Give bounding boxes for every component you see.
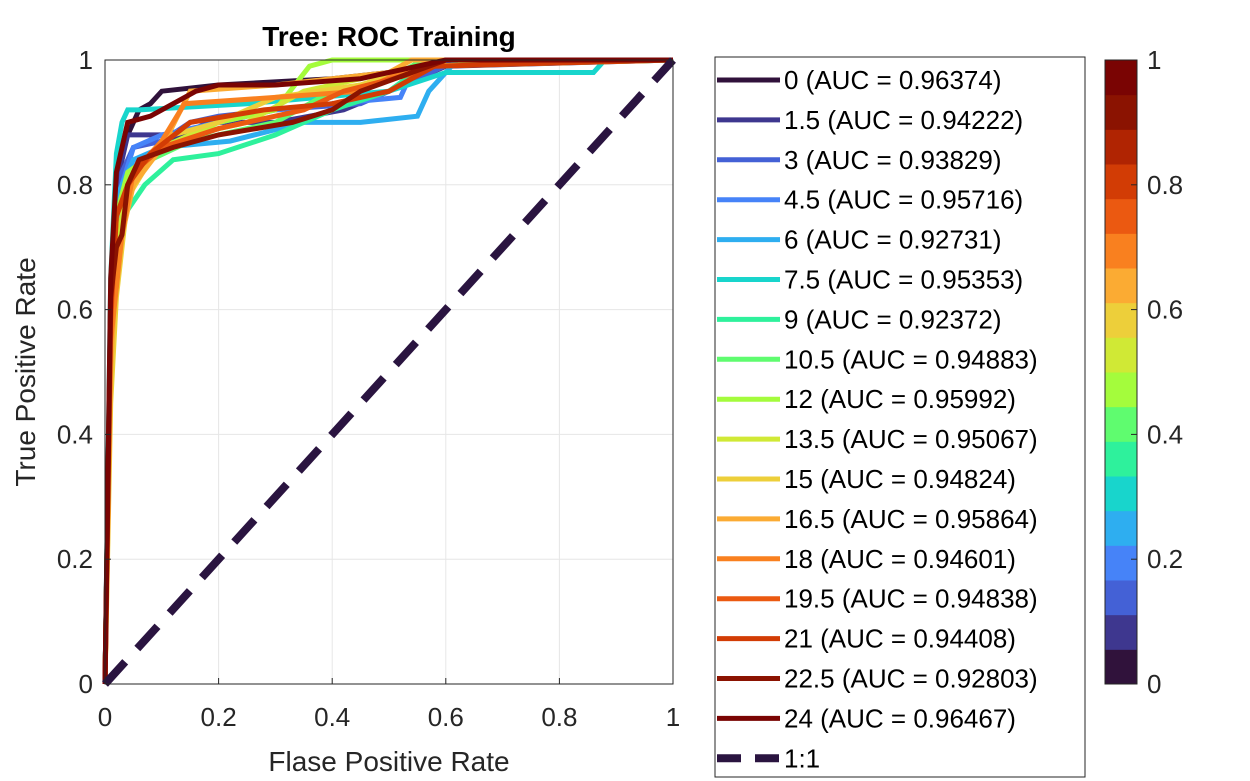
colorbar-cell-10 bbox=[1105, 302, 1137, 338]
legend-label-6: 9 (AUC = 0.92372) bbox=[784, 304, 1002, 334]
legend-label-14: 21 (AUC = 0.94408) bbox=[784, 624, 1016, 654]
legend-label-4: 6 (AUC = 0.92731) bbox=[784, 225, 1002, 255]
axes-box bbox=[104, 59, 674, 685]
y-tick-label: 0.4 bbox=[57, 419, 93, 449]
grid-lines bbox=[104, 59, 674, 685]
x-tick-label: 1 bbox=[666, 702, 680, 732]
colorbar-cell-9 bbox=[1105, 337, 1137, 373]
colorbar: 0 0.2 0.4 0.6 0.8 1 bbox=[1104, 45, 1183, 699]
colorbar-tick-label: 0 bbox=[1147, 669, 1161, 699]
colorbar-tick-label: 0.2 bbox=[1147, 544, 1183, 574]
x-tick-label: 0.8 bbox=[541, 702, 577, 732]
legend-label-12: 18 (AUC = 0.94601) bbox=[784, 544, 1016, 574]
colorbar-cell-2 bbox=[1105, 580, 1137, 616]
legend-label-5: 7.5 (AUC = 0.95353) bbox=[784, 265, 1023, 295]
legend-label-16: 24 (AUC = 0.96467) bbox=[784, 703, 1016, 733]
x-tick-label: 0 bbox=[98, 702, 112, 732]
plot-area: 0 0.2 0.4 0.6 0.8 1 0 0.2 0.4 0.6 0.8 1 bbox=[57, 45, 680, 732]
colorbar-cell-13 bbox=[1105, 198, 1137, 234]
x-tick-label: 0.4 bbox=[314, 702, 350, 732]
series-layer bbox=[102, 57, 676, 687]
y-tick-label: 0.8 bbox=[57, 170, 93, 200]
x-tick-label: 0.2 bbox=[201, 702, 237, 732]
legend-label-9: 13.5 (AUC = 0.95067) bbox=[784, 424, 1038, 454]
legend-label-13: 19.5 (AUC = 0.94838) bbox=[784, 584, 1038, 614]
legend-label-1: 1.5 (AUC = 0.94222) bbox=[784, 105, 1023, 135]
colorbar-cell-15 bbox=[1105, 129, 1137, 165]
chart-title: Tree: ROC Training bbox=[262, 21, 516, 52]
colorbar-tick-label: 0.8 bbox=[1147, 170, 1183, 200]
colorbar-cell-14 bbox=[1105, 164, 1137, 200]
legend-label-7: 10.5 (AUC = 0.94883) bbox=[784, 344, 1038, 374]
colorbar-cell-3 bbox=[1105, 545, 1137, 581]
axes-frame bbox=[104, 59, 674, 685]
x-axis-label: Flase Positive Rate bbox=[268, 746, 509, 777]
colorbar-tick-label: 0.4 bbox=[1147, 419, 1183, 449]
x-tick-labels: 0 0.2 0.4 0.6 0.8 1 bbox=[98, 702, 680, 732]
x-tick-label: 0.6 bbox=[428, 702, 464, 732]
colorbar-tick-label: 1 bbox=[1147, 45, 1161, 75]
colorbar-cell-0 bbox=[1105, 649, 1137, 685]
legend: 0 (AUC = 0.96374) 1.5 (AUC = 0.94222) 3 (A… bbox=[714, 56, 1086, 778]
y-tick-label: 0.6 bbox=[57, 295, 93, 325]
colorbar-cell-11 bbox=[1105, 268, 1137, 304]
colorbar-cell-16 bbox=[1105, 94, 1137, 130]
colorbar-frame bbox=[1104, 59, 1138, 685]
legend-label-11: 16.5 (AUC = 0.95864) bbox=[784, 504, 1038, 534]
legend-label-10: 15 (AUC = 0.94824) bbox=[784, 464, 1016, 494]
colorbar-cell-12 bbox=[1105, 233, 1137, 269]
colorbar-cell-4 bbox=[1105, 510, 1137, 546]
legend-label-3: 4.5 (AUC = 0.95716) bbox=[784, 185, 1023, 215]
colorbar-cell-17 bbox=[1105, 60, 1137, 96]
roc-series-line-16 bbox=[102, 57, 673, 685]
y-tick-label: 1 bbox=[79, 45, 93, 75]
legend-label-15: 22.5 (AUC = 0.92803) bbox=[784, 664, 1038, 694]
legend-label-8: 12 (AUC = 0.95992) bbox=[784, 384, 1016, 414]
colorbar-cell-1 bbox=[1105, 614, 1137, 650]
legend-label-0: 0 (AUC = 0.96374) bbox=[784, 65, 1002, 95]
legend-label-17: 1:1 bbox=[784, 743, 820, 773]
colorbar-tick-label: 0.6 bbox=[1147, 295, 1183, 325]
roc-series-line-15 bbox=[102, 57, 673, 685]
colorbar-cell-6 bbox=[1105, 441, 1137, 477]
y-axis-label: True Positive Rate bbox=[10, 257, 41, 486]
y-tick-labels: 0 0.2 0.4 0.6 0.8 1 bbox=[57, 45, 93, 699]
legend-label-2: 3 (AUC = 0.93829) bbox=[784, 145, 1002, 175]
colorbar-cell-8 bbox=[1105, 372, 1137, 408]
colorbar-cell-5 bbox=[1105, 476, 1137, 512]
colorbar-cell-7 bbox=[1105, 406, 1137, 442]
y-tick-label: 0.2 bbox=[57, 544, 93, 574]
y-tick-label: 0 bbox=[79, 669, 93, 699]
